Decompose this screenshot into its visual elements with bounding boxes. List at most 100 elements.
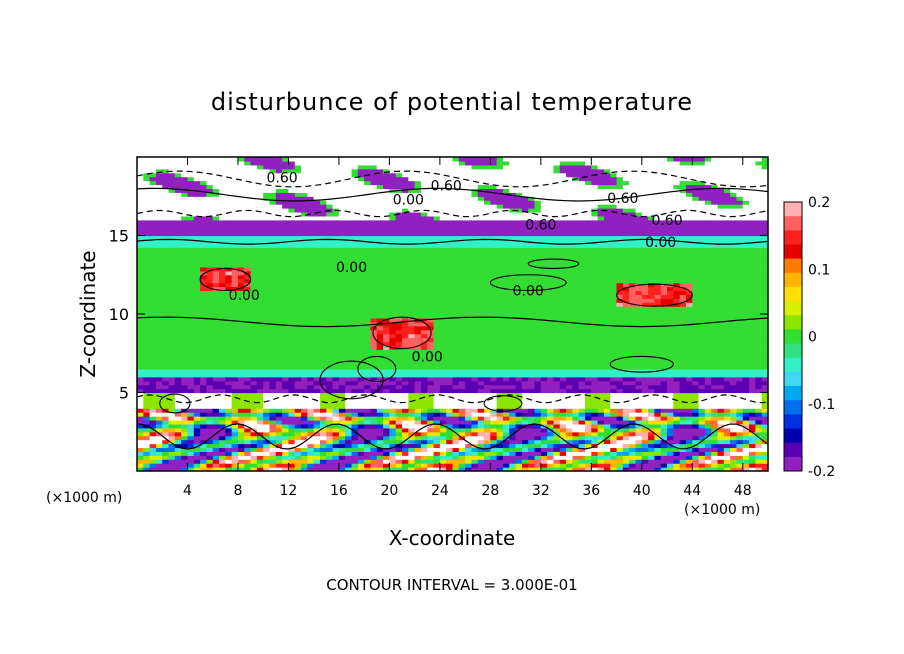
heatmap-cell <box>174 455 182 460</box>
heatmap-cell <box>338 357 346 362</box>
heatmap-cell <box>174 204 182 209</box>
heatmap-cell <box>288 396 296 401</box>
heatmap-cell <box>452 443 460 449</box>
heatmap-cell <box>168 353 176 358</box>
heatmap-cell <box>162 337 170 343</box>
heatmap-cell <box>370 192 378 197</box>
heatmap-cell <box>351 282 359 288</box>
heatmap-cell <box>515 168 523 174</box>
heatmap-cell <box>502 419 510 425</box>
heatmap-cell <box>496 467 504 471</box>
heatmap-cell <box>137 247 144 252</box>
heatmap-cell <box>484 392 491 398</box>
heatmap-cell <box>370 286 378 292</box>
heatmap-cell <box>301 223 308 229</box>
heatmap-cell <box>433 357 441 362</box>
heatmap-cell <box>338 239 346 244</box>
heatmap-cell <box>452 302 460 307</box>
heatmap-cell <box>471 353 479 358</box>
heatmap-cell <box>408 431 416 437</box>
heatmap-cell <box>187 208 195 213</box>
heatmap-cell <box>319 321 327 327</box>
heatmap-cell <box>490 204 498 209</box>
heatmap-cell <box>408 196 416 201</box>
heatmap-cell <box>389 180 397 186</box>
heatmap-cell <box>301 353 308 358</box>
heatmap-cell <box>477 227 485 233</box>
heatmap-cell <box>427 208 435 213</box>
heatmap-cell <box>149 345 157 350</box>
heatmap-cell <box>275 361 283 366</box>
heatmap-cell <box>294 270 302 276</box>
heatmap-cell <box>528 337 536 343</box>
heatmap-cell <box>143 325 151 331</box>
heatmap-cell <box>237 255 245 260</box>
heatmap-cell <box>275 227 283 233</box>
heatmap-cell <box>357 423 365 429</box>
heatmap-cell <box>465 204 473 209</box>
heatmap-cell <box>143 392 151 398</box>
heatmap-cell <box>319 337 327 343</box>
heatmap-cell <box>326 310 334 315</box>
heatmap-cell <box>389 286 397 292</box>
heatmap-cell <box>250 180 258 186</box>
heatmap-cell <box>433 400 441 405</box>
heatmap-cell <box>307 412 315 417</box>
heatmap-cell <box>162 317 170 323</box>
heatmap-cell <box>484 423 491 429</box>
heatmap-cell <box>477 223 485 229</box>
heatmap-cell <box>237 204 245 209</box>
heatmap-cell <box>521 282 529 288</box>
heatmap-cell <box>313 274 321 280</box>
heatmap-cell <box>389 408 397 413</box>
heatmap-cell <box>389 353 397 358</box>
heatmap-cell <box>225 427 233 433</box>
heatmap-cell <box>345 188 353 193</box>
heatmap-cell <box>357 412 365 417</box>
heatmap-cell <box>389 270 397 276</box>
heatmap-cell <box>427 219 435 225</box>
heatmap-cell <box>250 310 258 315</box>
heatmap-cell <box>263 439 271 445</box>
heatmap-cell <box>244 227 252 233</box>
heatmap-cell <box>389 400 397 405</box>
heatmap-cell <box>319 314 327 319</box>
heatmap-cell <box>206 345 214 350</box>
heatmap-cell <box>420 341 428 346</box>
heatmap-cell <box>376 215 384 221</box>
heatmap-cell <box>484 239 491 244</box>
heatmap-cell <box>282 349 290 354</box>
heatmap-cell <box>231 176 239 182</box>
heatmap-cell <box>465 259 473 264</box>
heatmap-cell <box>301 219 308 225</box>
heatmap-cell <box>452 392 460 398</box>
heatmap-cell <box>408 247 416 252</box>
heatmap-cell <box>395 192 403 197</box>
heatmap-cell <box>351 157 359 162</box>
heatmap-cell <box>212 447 220 452</box>
heatmap-cell <box>301 164 308 170</box>
heatmap-cell <box>477 200 485 205</box>
heatmap-cell <box>162 376 170 382</box>
heatmap-cell <box>452 262 460 268</box>
heatmap-cell <box>288 349 296 354</box>
heatmap-cell <box>521 455 529 460</box>
heatmap-cell <box>137 184 144 189</box>
heatmap-cell <box>193 306 201 311</box>
heatmap-cell <box>427 204 435 209</box>
heatmap-cell <box>402 266 409 272</box>
heatmap-cell <box>458 349 466 354</box>
heatmap-cell <box>338 176 346 182</box>
heatmap-cell <box>395 400 403 405</box>
heatmap-cell <box>301 239 308 244</box>
heatmap-cell <box>137 259 144 264</box>
heatmap-cell <box>301 227 308 233</box>
heatmap-cell <box>427 412 435 417</box>
heatmap-cell <box>319 384 327 390</box>
heatmap-cell <box>200 380 208 386</box>
heatmap-cell <box>149 255 157 260</box>
heatmap-cell <box>477 215 485 221</box>
heatmap-cell <box>143 447 151 452</box>
heatmap-cell <box>414 306 422 311</box>
heatmap-cell <box>357 388 365 394</box>
